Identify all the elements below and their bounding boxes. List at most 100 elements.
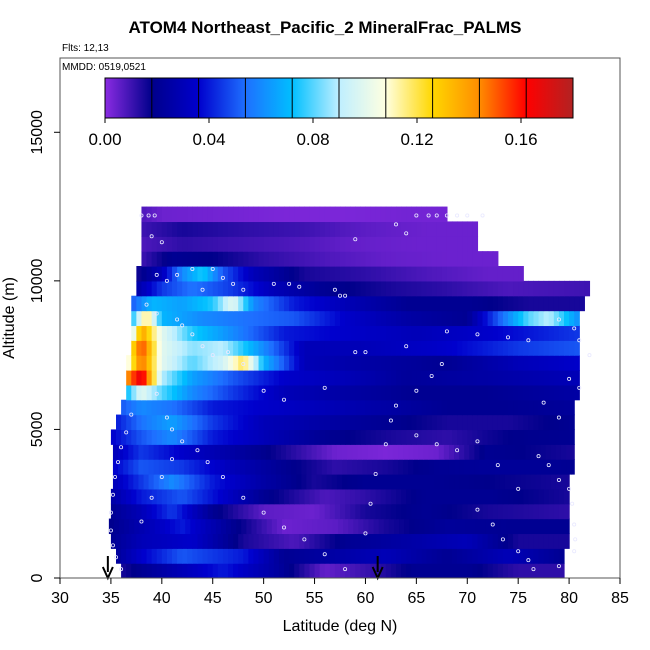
heatmap-cell [273,251,280,267]
heatmap-cell [467,563,473,578]
heatmap-cell [304,280,311,297]
heatmap-cell [446,414,453,431]
heatmap-cell [579,295,585,312]
heatmap-cell [148,474,155,490]
heatmap-cell [462,563,468,578]
heatmap-cell [401,266,407,282]
heatmap-cell [324,310,331,327]
heatmap-cell [253,399,260,416]
heatmap-cell [172,563,178,578]
heatmap-cell [131,488,137,505]
heatmap-cell [253,429,260,445]
flights-label: Flts: 12,13 [62,43,109,54]
heatmap-cell [365,266,372,282]
heatmap-cell [324,370,331,386]
heatmap-cell [294,503,300,520]
heatmap-cell [278,488,285,505]
heatmap-cell [396,429,402,445]
heatmap-cell [217,295,224,312]
heatmap-cell [426,370,433,386]
heatmap-cell [166,266,173,282]
heatmap-cell [548,370,555,386]
heatmap-cell [217,340,224,356]
heatmap-cell [309,548,316,564]
heatmap-cell [340,236,346,252]
heatmap-cell [158,444,165,460]
heatmap-cell [355,355,361,371]
heatmap-cell [502,266,509,282]
heatmap-cell [523,488,529,505]
flight-point [414,388,419,393]
heatmap-cell [380,414,387,431]
heatmap-cell [469,459,475,475]
heatmap-cell [436,399,443,416]
heatmap-cell [202,280,209,297]
heatmap-cell [380,295,387,312]
heatmap-cell [508,563,514,578]
heatmap-cell [136,295,143,312]
heatmap-cell [457,280,463,297]
heatmap-cell [337,518,344,535]
heatmap-cell [497,488,504,505]
flight-point [455,448,460,453]
heatmap-cell [309,325,316,341]
heatmap-cell [502,548,509,564]
heatmap-cell [543,399,550,416]
heatmap-cell [334,488,341,505]
heatmap-cell [375,295,382,312]
heatmap-cell [317,518,324,535]
heatmap-cell [569,280,575,297]
heatmap-cell [472,310,479,327]
heatmap-cell [126,548,132,564]
flight-point [373,471,378,476]
heatmap-cell [560,459,567,475]
heatmap-cell [446,533,453,549]
heatmap-cell [367,474,374,490]
heatmap-cell [177,355,183,371]
heatmap-cell [253,563,260,578]
heatmap-cell [207,414,214,431]
heatmap-cell [477,429,484,445]
heatmap-cell [390,399,397,416]
heatmap-cell [421,414,428,431]
heatmap-cell [350,370,356,386]
heatmap-cell [146,325,153,341]
heatmap-cell [294,236,300,252]
heatmap-cell [273,563,280,578]
heatmap-cell [497,533,504,549]
heatmap-cell [334,280,341,297]
heatmap-cell [502,280,509,297]
heatmap-cell [299,503,305,520]
heatmap-cell [418,459,425,475]
heatmap-cell [472,355,479,371]
heatmap-cell [174,459,180,475]
heatmap-cell [508,414,514,431]
heatmap-cell [121,414,127,431]
heatmap-cell [350,325,356,341]
flight-point [152,213,157,218]
heatmap-cell [340,280,346,297]
heatmap-cell [146,340,153,356]
heatmap-cell [548,429,555,445]
flight-point [129,412,134,417]
heatmap-cell [174,444,180,460]
heatmap-cell [207,340,214,356]
heatmap-cell [411,548,417,564]
heatmap-cell [275,459,282,475]
heatmap-cell [329,325,336,341]
heatmap-cell [197,280,204,297]
heatmap-cell [192,340,199,356]
heatmap-cell [513,295,519,312]
heatmap-cell [212,414,219,431]
heatmap-cell [222,355,229,371]
heatmap-cell [245,444,251,460]
heatmap-cell [190,518,197,535]
heatmap-cell [428,444,435,460]
heatmap-cell [202,310,209,327]
heatmap-cell [431,236,438,252]
heatmap-cell [555,459,562,475]
heatmap-cell [207,295,214,312]
heatmap-cell [204,474,211,490]
heatmap-cell [299,429,305,445]
heatmap-cell [141,206,148,223]
